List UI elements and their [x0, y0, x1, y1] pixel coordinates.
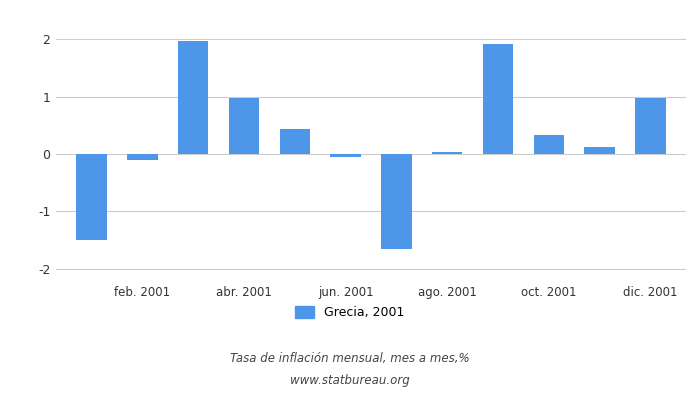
Bar [382, 154, 412, 248]
Bar [178, 41, 209, 154]
Bar [584, 146, 615, 154]
Text: www.statbureau.org: www.statbureau.org [290, 374, 410, 387]
Bar [483, 44, 513, 154]
Bar [330, 154, 360, 157]
Bar [229, 98, 259, 154]
Text: Tasa de inflación mensual, mes a mes,%: Tasa de inflación mensual, mes a mes,% [230, 352, 470, 365]
Legend: Grecia, 2001: Grecia, 2001 [290, 300, 410, 324]
Bar [127, 154, 158, 160]
Bar [279, 129, 310, 154]
Bar [432, 152, 463, 154]
Bar [533, 135, 564, 154]
Bar [76, 154, 107, 240]
Bar [635, 98, 666, 154]
